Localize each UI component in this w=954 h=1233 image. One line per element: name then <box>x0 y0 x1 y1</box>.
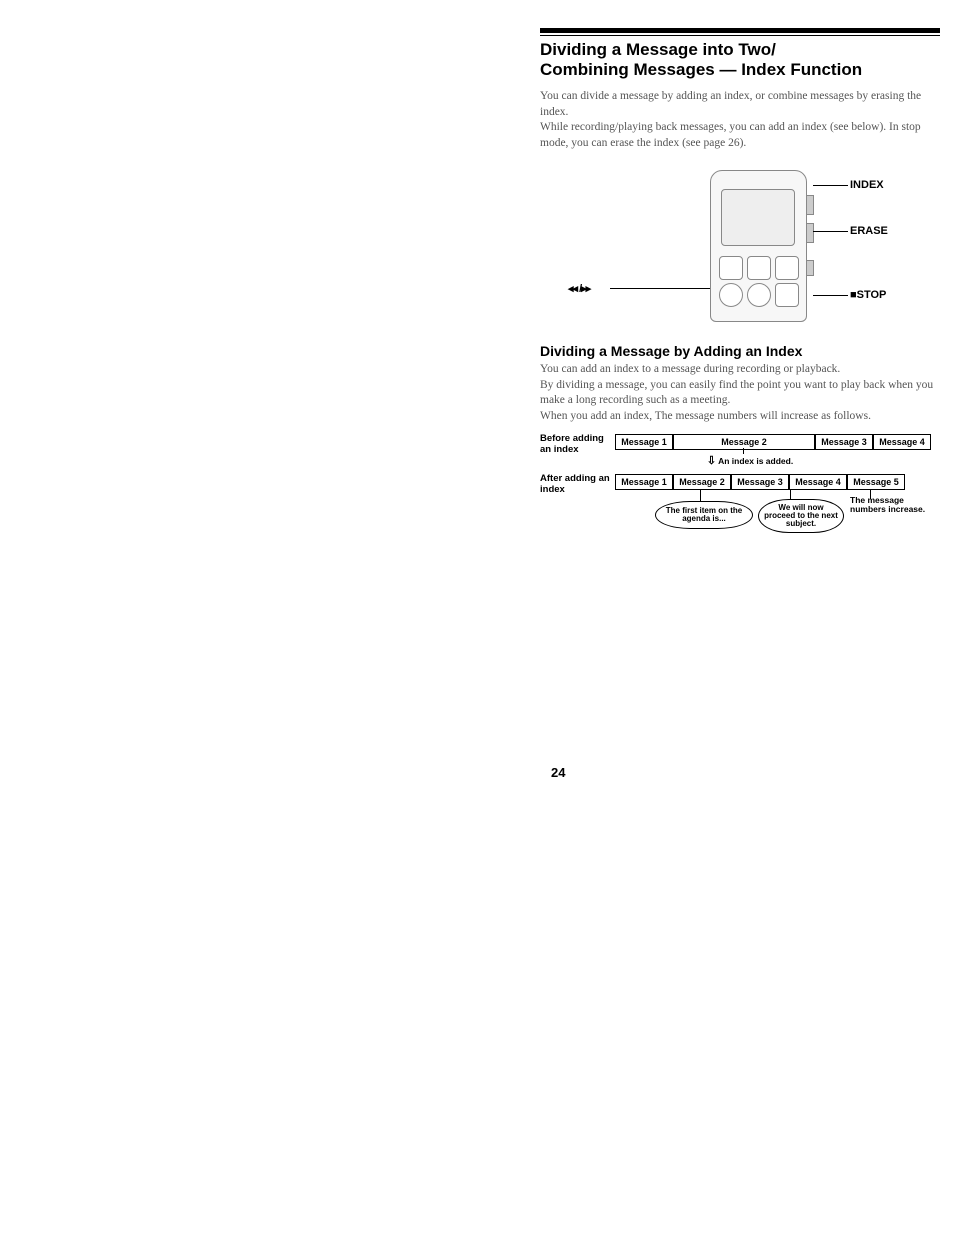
index-added-note: ⇩ An index is added. <box>695 456 805 468</box>
pointer-line <box>700 489 701 501</box>
msg-box: Message 1 <box>615 434 673 450</box>
index-added-text: An index is added. <box>718 456 793 466</box>
top-rule <box>540 28 940 33</box>
msg-box: Message 2 <box>673 474 731 490</box>
leader-line <box>813 231 848 232</box>
manual-page: Dividing a Message into Two/ Combining M… <box>540 28 940 564</box>
device-button <box>747 256 771 280</box>
intro-text: You can divide a message by adding an in… <box>540 89 940 151</box>
device-button <box>775 256 799 280</box>
increase-note: The message numbers increase. <box>850 496 940 514</box>
msg-box: Message 4 <box>789 474 847 490</box>
device-button <box>719 256 743 280</box>
speech-bubble: We will now proceed to the next subject. <box>758 499 844 533</box>
title-line-2: Combining Messages — Index Function <box>540 60 862 79</box>
pointer-line <box>743 448 744 454</box>
page-number: 24 <box>551 765 565 780</box>
sub-p3: When you add an index, The message numbe… <box>540 410 871 422</box>
msg-box: Message 5 <box>847 474 905 490</box>
msg-box: Message 3 <box>731 474 789 490</box>
side-button <box>806 223 814 243</box>
msg-box: Message 2 <box>673 434 815 450</box>
title-line-1: Dividing a Message into Two/ <box>540 40 776 59</box>
device-button <box>719 283 743 307</box>
msg-box: Message 3 <box>815 434 873 450</box>
leader-line <box>813 185 848 186</box>
leader-line <box>813 295 848 296</box>
sub-rule <box>540 35 940 36</box>
index-diagram: Before adding an index Message 1 Message… <box>540 434 940 564</box>
intro-p1: You can divide a message by adding an in… <box>540 90 921 118</box>
device-button <box>775 283 799 307</box>
pointer-icon: ⇩ <box>707 455 716 467</box>
sub-p1: You can add an index to a message during… <box>540 363 840 375</box>
sub-p2: By dividing a message, you can easily fi… <box>540 379 933 407</box>
device-button <box>747 283 771 307</box>
rewff-label: ◂◂ /▸▸ <box>568 282 590 295</box>
device-body <box>710 170 807 322</box>
side-button <box>806 260 814 276</box>
stop-label: ■STOP <box>850 289 886 301</box>
index-label: INDEX <box>850 179 884 191</box>
before-label: Before adding an index <box>540 434 612 456</box>
side-button <box>806 195 814 215</box>
intro-p2: While recording/playing back messages, y… <box>540 121 921 149</box>
erase-label: ERASE <box>850 225 888 237</box>
device-screen <box>721 189 795 246</box>
msg-box: Message 1 <box>615 474 673 490</box>
leader-line <box>610 288 710 289</box>
after-label: After adding an index <box>540 474 612 496</box>
sub-text: You can add an index to a message during… <box>540 362 940 424</box>
msg-box: Message 4 <box>873 434 931 450</box>
subheading: Dividing a Message by Adding an Index <box>540 343 940 359</box>
speech-bubble: The first item on the agenda is... <box>655 501 753 529</box>
device-diagram: INDEX ERASE ■STOP ◂◂ /▸▸ <box>550 165 930 325</box>
page-title: Dividing a Message into Two/ Combining M… <box>540 40 940 79</box>
